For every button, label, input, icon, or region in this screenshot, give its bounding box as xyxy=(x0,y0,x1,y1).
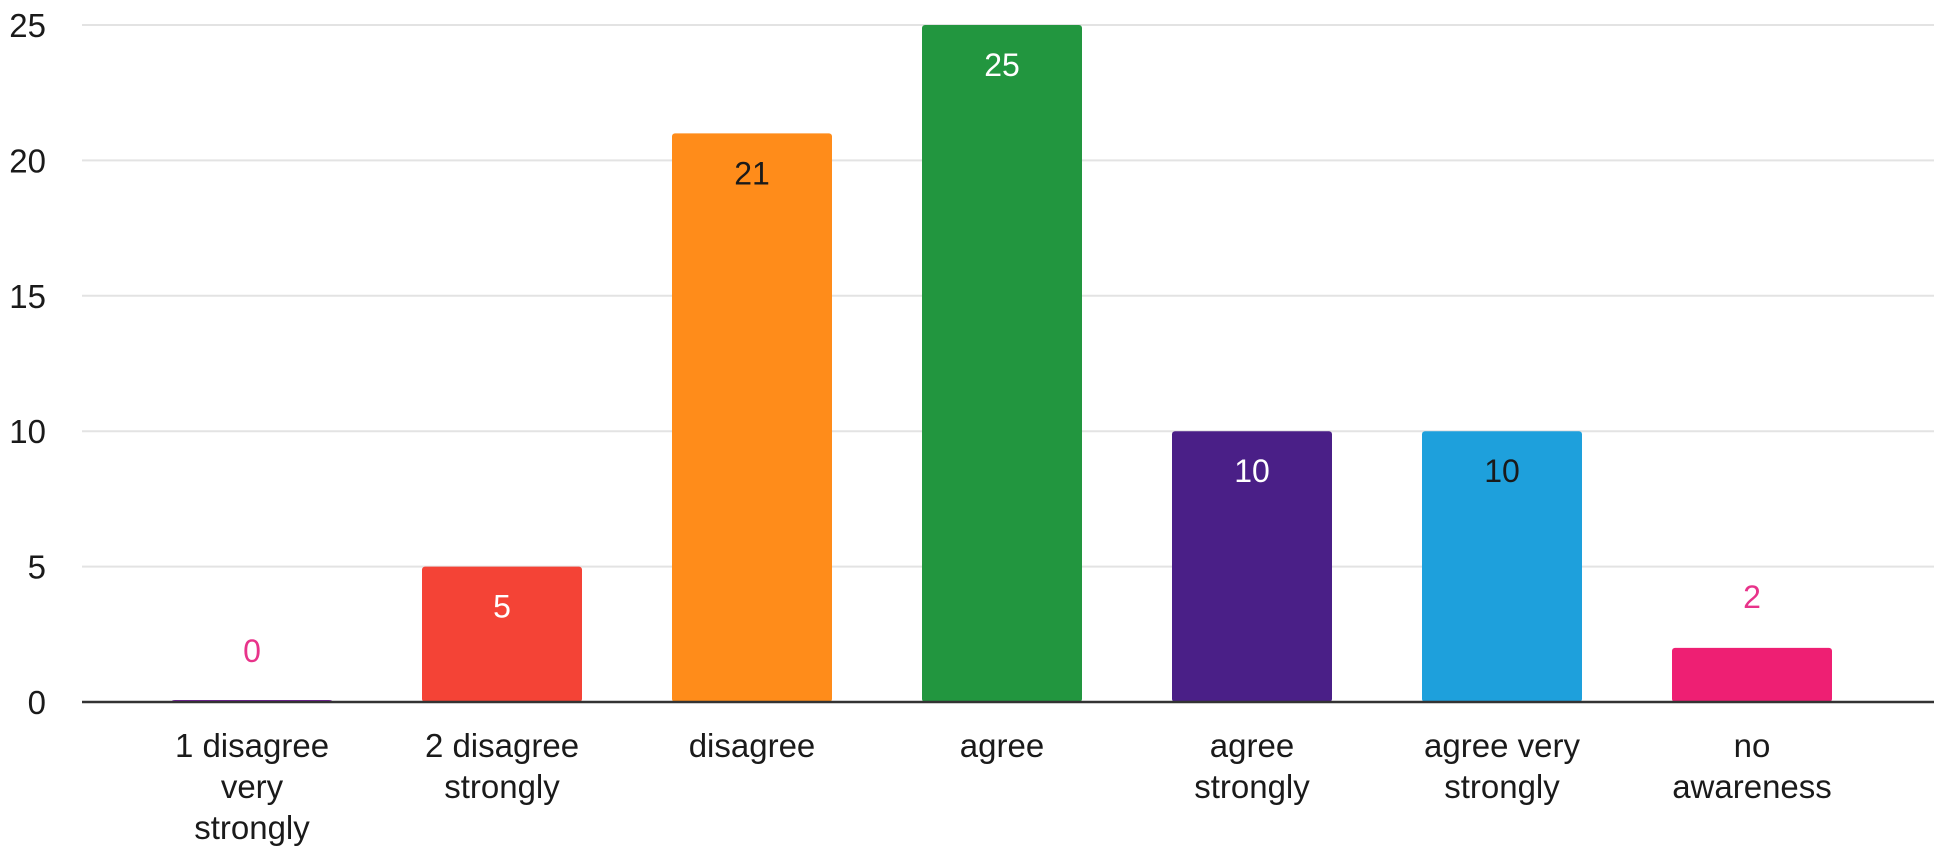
y-tick-label: 20 xyxy=(9,142,46,179)
y-axis-ticks: 0 5 10 15 20 25 xyxy=(9,7,46,721)
x-category-label: no awareness xyxy=(1672,727,1832,805)
bar-value-label: 2 xyxy=(1743,579,1761,615)
bar-value-label: 5 xyxy=(493,589,511,625)
x-category-label: disagree xyxy=(689,727,816,764)
x-category-label: agree xyxy=(960,727,1044,764)
y-tick-label: 15 xyxy=(9,278,46,315)
bar xyxy=(422,566,582,702)
x-category-label: agree very strongly xyxy=(1424,727,1580,805)
bar-value-label: 0 xyxy=(243,633,261,669)
data-labels: 0 5 21 25 10 10 2 xyxy=(243,47,1761,669)
bar xyxy=(1422,431,1582,702)
x-axis-categories: 1 disagree very strongly 2 disagree strongly… xyxy=(175,727,1832,846)
bar-value-label: 25 xyxy=(984,47,1020,83)
y-tick-label: 10 xyxy=(9,413,46,450)
x-category-label: agree strongly xyxy=(1194,727,1310,805)
bar-value-label: 21 xyxy=(734,155,770,191)
y-tick-label: 5 xyxy=(28,549,46,586)
y-tick-label: 25 xyxy=(9,7,46,44)
bar-value-label: 10 xyxy=(1484,453,1520,489)
x-category-label: 1 disagree very strongly xyxy=(175,727,329,846)
bar xyxy=(922,25,1082,702)
bar xyxy=(672,133,832,702)
bars xyxy=(172,25,1832,702)
y-tick-label: 0 xyxy=(28,684,46,721)
bar xyxy=(1672,647,1832,702)
x-category-label: 2 disagree strongly xyxy=(425,727,579,805)
bar-value-label: 10 xyxy=(1234,453,1270,489)
bar xyxy=(1172,431,1332,702)
